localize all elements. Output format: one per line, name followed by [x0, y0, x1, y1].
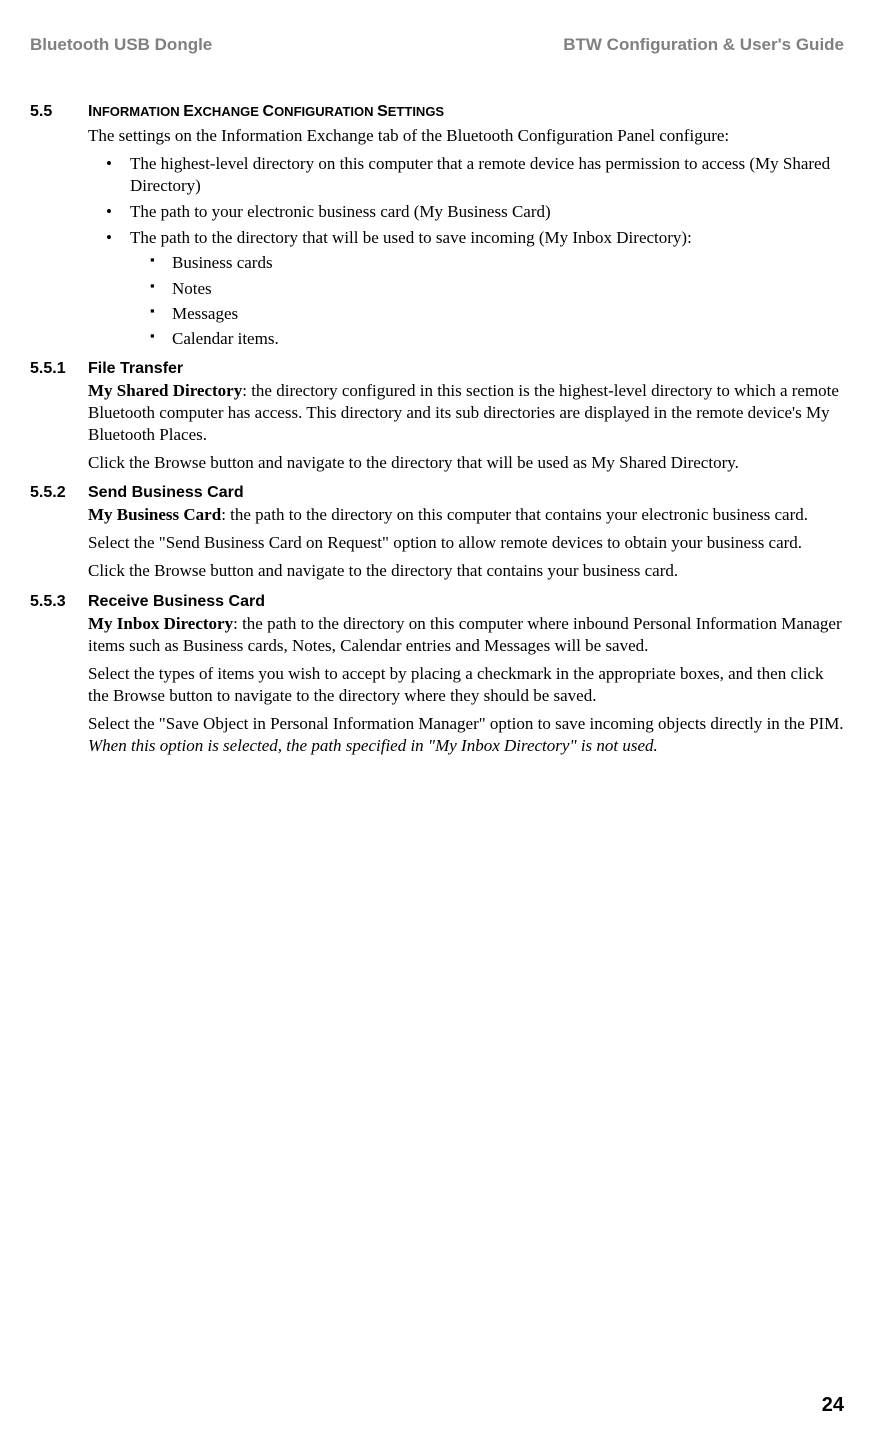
page: Bluetooth USB Dongle BTW Configuration &… [0, 0, 874, 1445]
section-number: 5.5.3 [30, 593, 88, 611]
intro-paragraph: The settings on the Information Exchange… [88, 125, 844, 147]
list-item: Notes [130, 278, 844, 300]
section-5-5-3-body: My Inbox Directory: the path to the dire… [88, 613, 844, 758]
list-item: The highest-level directory on this comp… [88, 153, 844, 197]
section-5-5-2-body: My Business Card: the path to the direct… [88, 504, 844, 582]
paragraph: Click the Browse button and navigate to … [88, 560, 844, 582]
header-left: Bluetooth USB Dongle [30, 35, 212, 55]
paragraph: Select the types of items you wish to ac… [88, 663, 844, 707]
paragraph: My Inbox Directory: the path to the dire… [88, 613, 844, 657]
list-item: The path to your electronic business car… [88, 201, 844, 223]
paragraph: Click the Browse button and navigate to … [88, 452, 844, 474]
term: My Shared Directory [88, 381, 242, 400]
paragraph: My Shared Directory: the directory confi… [88, 380, 844, 446]
page-header: Bluetooth USB Dongle BTW Configuration &… [30, 35, 844, 55]
header-right: BTW Configuration & User's Guide [563, 35, 844, 55]
list-item: Messages [130, 303, 844, 325]
section-heading-5-5: 5.5 INFORMATION EXCHANGE CONFIGURATION S… [30, 103, 844, 121]
section-number: 5.5.2 [30, 484, 88, 502]
list-item: Business cards [130, 252, 844, 274]
section-number: 5.5 [30, 103, 88, 121]
paragraph: My Business Card: the path to the direct… [88, 504, 844, 526]
section-heading-5-5-3: 5.5.3 Receive Business Card [30, 593, 844, 611]
section-number: 5.5.1 [30, 360, 88, 378]
sub-bullet-list: Business cards Notes Messages Calendar i… [130, 252, 844, 349]
section-5-5-1-body: My Shared Directory: the directory confi… [88, 380, 844, 474]
section-title: File Transfer [88, 360, 183, 378]
section-title: INFORMATION EXCHANGE CONFIGURATION SETTI… [88, 103, 444, 121]
section-title: Send Business Card [88, 484, 244, 502]
top-bullet-list: The highest-level directory on this comp… [88, 153, 844, 350]
list-item: Calendar items. [130, 328, 844, 350]
list-item: The path to the directory that will be u… [88, 227, 844, 349]
section-title: Receive Business Card [88, 593, 265, 611]
page-number: 24 [822, 1394, 844, 1417]
paragraph: Select the "Save Object in Personal Info… [88, 713, 844, 757]
section-heading-5-5-1: 5.5.1 File Transfer [30, 360, 844, 378]
term: My Inbox Directory [88, 614, 233, 633]
section-heading-5-5-2: 5.5.2 Send Business Card [30, 484, 844, 502]
term: My Business Card [88, 505, 221, 524]
paragraph: Select the "Send Business Card on Reques… [88, 532, 844, 554]
section-5-5-body: The settings on the Information Exchange… [88, 125, 844, 350]
